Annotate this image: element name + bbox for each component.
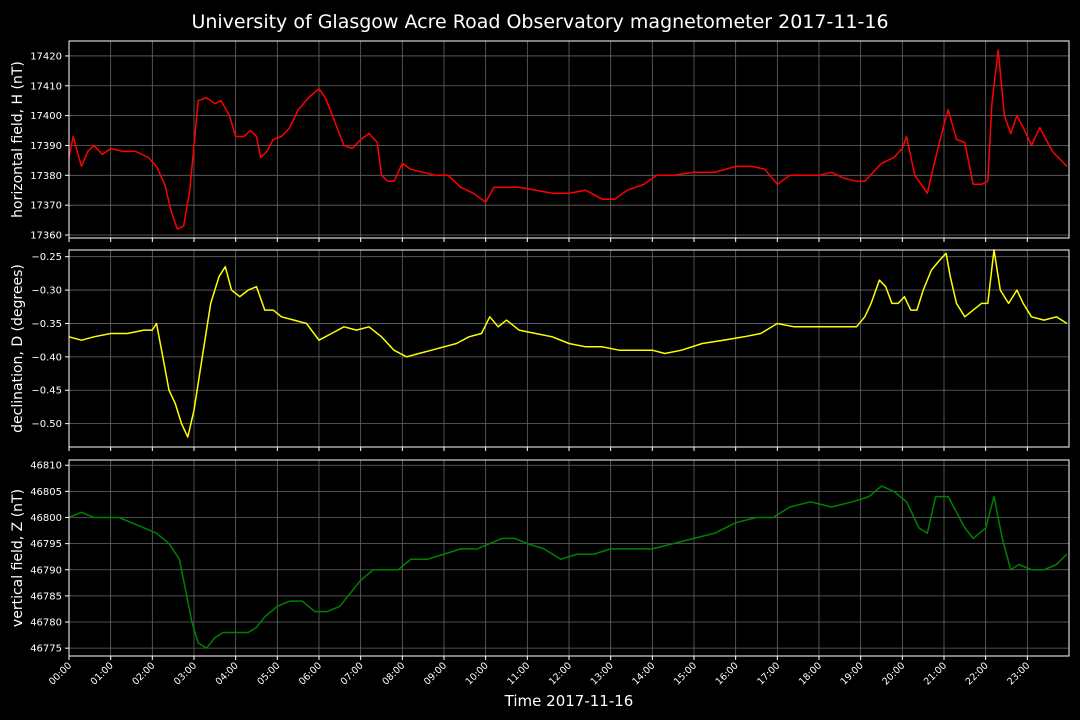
plot-frame-horizontal <box>68 40 1070 239</box>
x-tick-label: 16:00 <box>714 660 741 687</box>
y-tick-label: 17420 <box>30 51 62 62</box>
x-tick-label: 04:00 <box>214 660 241 687</box>
series-line-vertical <box>68 485 1068 649</box>
y-axis-label-horizontal: horizontal field, H (nT) <box>10 61 26 218</box>
y-tick-label: 46795 <box>30 539 62 550</box>
y-tick-label: 46805 <box>30 487 62 498</box>
y-tick-label: 17370 <box>30 201 62 212</box>
x-tick-label: 07:00 <box>339 660 366 687</box>
x-tick-label: 23:00 <box>1005 660 1032 687</box>
x-tick-label: 13:00 <box>589 660 616 687</box>
y-tick-label: −0.35 <box>31 319 62 330</box>
x-tick-label: 19:00 <box>839 660 866 687</box>
figure-title: University of Glasgow Acre Road Observat… <box>191 11 888 33</box>
x-tick-label: 00:00 <box>47 660 74 687</box>
x-tick-label: 03:00 <box>172 660 199 687</box>
x-tick-label: 22:00 <box>964 660 991 687</box>
x-tick-label: 18:00 <box>797 660 824 687</box>
y-tick-label: 17410 <box>30 81 62 92</box>
y-tick-label: −0.25 <box>31 252 62 263</box>
y-tick-label: 17390 <box>30 141 62 152</box>
y-tick-label: 46785 <box>30 591 62 602</box>
panel-vertical: 46775 46780 46785 46790 46795 46800 46805 46810… <box>10 459 1070 660</box>
panel-horizontal: 17360 17370 17380 17390 17400 17410 17420 horiz… <box>10 40 1070 242</box>
x-tick-label: 06:00 <box>297 660 324 687</box>
x-tick-label: 08:00 <box>380 660 407 687</box>
x-tick-label: 09:00 <box>422 660 449 687</box>
y-tick-label: −0.40 <box>31 352 62 363</box>
y-axis-label-declination: declination, D (degrees) <box>10 264 26 433</box>
plot-frame-declination <box>68 249 1070 448</box>
x-tick-label: 05:00 <box>255 660 282 687</box>
y-tick-label: 46790 <box>30 565 62 576</box>
y-tick-label: 46780 <box>30 618 62 629</box>
x-tick-label: 11:00 <box>505 660 532 687</box>
x-tick-label: 12:00 <box>547 660 574 687</box>
series-line-horizontal <box>68 49 1068 230</box>
y-tick-label: 46775 <box>30 644 62 655</box>
plot-frame-vertical <box>68 459 1070 657</box>
chart-panels: 17360 17370 17380 17390 17400 17410 17420 horiz… <box>10 40 1070 660</box>
y-tick-label: −0.45 <box>31 386 62 397</box>
x-tick-label: 21:00 <box>922 660 949 687</box>
x-tick-label: 02:00 <box>130 660 157 687</box>
x-axis-label: Time 2017-11-16 <box>504 692 634 710</box>
y-axis-label-vertical: vertical field, Z (nT) <box>10 489 26 627</box>
x-tick-label: 14:00 <box>630 660 657 687</box>
x-tick-label: 15:00 <box>672 660 699 687</box>
y-tick-label: −0.30 <box>31 286 62 297</box>
y-tick-label: 17360 <box>30 231 62 242</box>
x-tick-label: 20:00 <box>880 660 907 687</box>
x-tick-label: 17:00 <box>755 660 782 687</box>
x-tick-label: 10:00 <box>464 660 491 687</box>
y-tick-label: 17380 <box>30 171 62 182</box>
x-tick-label: 01:00 <box>89 660 116 687</box>
y-tick-label: 46810 <box>30 461 62 472</box>
series-line-declination <box>68 249 1068 438</box>
y-tick-label: −0.50 <box>31 419 62 430</box>
y-tick-label: 17400 <box>30 111 62 122</box>
x-tick-labels: 00:00 01:00 02:00 03:00 04:00 05:00 06:00 07:00… <box>47 660 1032 687</box>
panel-declination: −0.25 −0.30 −0.35 −0.40 −0.45 −0.50 declinatio… <box>10 249 1070 451</box>
y-tick-label: 46800 <box>30 513 62 524</box>
